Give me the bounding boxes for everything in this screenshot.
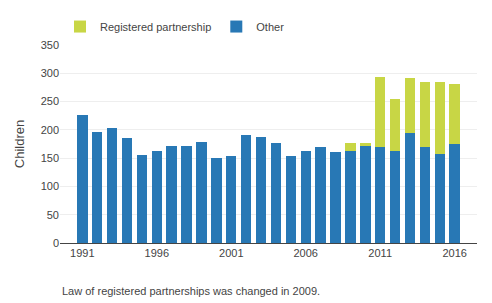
svg-text:0: 0 [53, 237, 59, 249]
svg-text:300: 300 [41, 67, 59, 79]
svg-text:2011: 2011 [368, 247, 392, 259]
svg-text:200: 200 [41, 124, 59, 136]
svg-text:250: 250 [41, 95, 59, 107]
svg-text:100: 100 [41, 180, 59, 192]
svg-text:2016: 2016 [442, 247, 466, 259]
svg-text:Law of registered partnerships: Law of registered partnerships was chang… [62, 285, 320, 297]
svg-text:350: 350 [41, 39, 59, 51]
svg-text:Other: Other [256, 21, 284, 33]
svg-text:1991: 1991 [70, 247, 94, 259]
svg-text:Registered partnership: Registered partnership [100, 21, 211, 33]
svg-text:50: 50 [47, 209, 59, 221]
svg-text:150: 150 [41, 152, 59, 164]
svg-text:1996: 1996 [145, 247, 169, 259]
svg-text:Children: Children [12, 120, 27, 168]
svg-text:2006: 2006 [293, 247, 317, 259]
svg-text:2001: 2001 [219, 247, 243, 259]
